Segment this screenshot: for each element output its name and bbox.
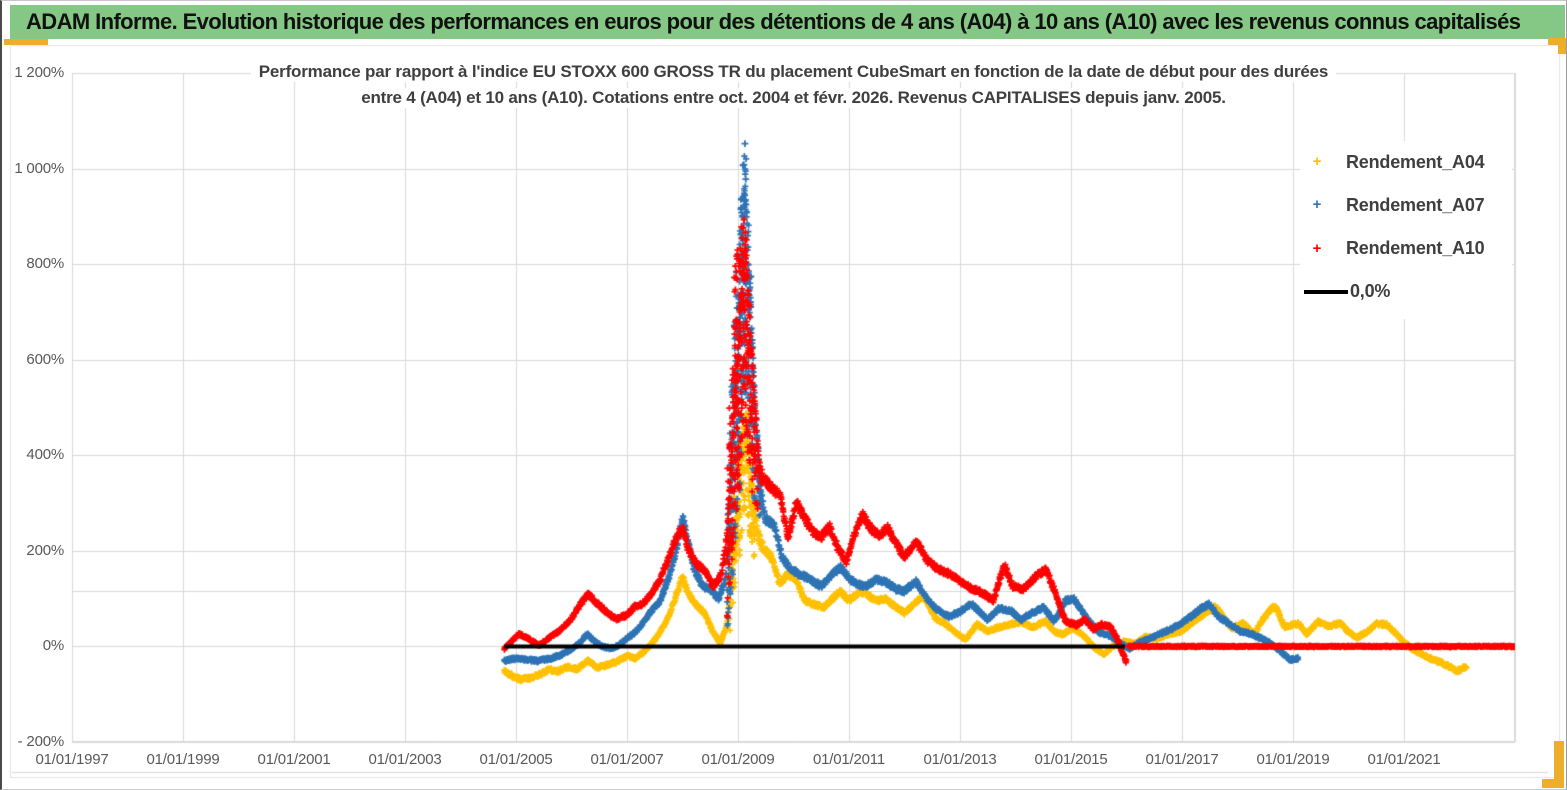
line-marker-icon <box>1304 289 1348 294</box>
legend-item-rendement-a04: + Rendement_A04 <box>1300 145 1512 179</box>
plus-marker-icon: + <box>1312 153 1322 170</box>
accent-bottom-right-corner-h <box>1542 779 1564 788</box>
x-tick-label: 01/01/2017 <box>1145 751 1219 768</box>
x-tick-label: 01/01/1997 <box>35 751 109 768</box>
chart-legend: + Rendement_A04 + Rendement_A07 + Rendem… <box>1300 141 1512 319</box>
x-tick-label: 01/01/2001 <box>257 751 331 768</box>
x-tick-label: 01/01/2021 <box>1367 751 1441 768</box>
plus-marker-icon: + <box>1312 239 1322 257</box>
y-tick-label: 1 200% <box>14 64 64 81</box>
x-tick-label: 01/01/2019 <box>1256 751 1330 768</box>
y-tick-label: 0% <box>42 637 64 655</box>
x-tick-label: 01/01/2013 <box>923 751 997 768</box>
accent-top-right-corner-v <box>1558 38 1566 54</box>
plus-marker-icon: + <box>1312 196 1322 214</box>
y-tick-label: 400% <box>26 446 64 464</box>
x-tick-label: 01/01/2009 <box>701 751 775 768</box>
y-tick-label: 800% <box>26 255 64 273</box>
y-tick-label: 600% <box>26 350 64 368</box>
x-tick-label: 01/01/2011 <box>813 751 885 768</box>
accent-top-left-dash <box>4 39 48 45</box>
accent-top-right-corner-h <box>1548 38 1566 45</box>
legend-item-zero-line: 0,0% <box>1300 275 1512 309</box>
x-tick-label: 01/01/2015 <box>1034 751 1108 768</box>
x-tick-label: 01/01/1999 <box>146 751 220 768</box>
x-tick-label: 01/01/2005 <box>479 751 553 768</box>
y-tick-label: 200% <box>26 541 64 559</box>
x-tick-label: 01/01/2007 <box>590 751 664 768</box>
x-tick-label: 01/01/2003 <box>368 751 442 768</box>
accent-bottom-right-corner-v <box>1554 741 1564 788</box>
y-tick-label: - 200% <box>17 733 65 750</box>
legend-item-rendement-a07: + Rendement_A07 <box>1300 188 1512 222</box>
y-tick-label: 1 000% <box>14 159 64 177</box>
legend-item-rendement-a10: + Rendement_A10 <box>1300 232 1512 266</box>
